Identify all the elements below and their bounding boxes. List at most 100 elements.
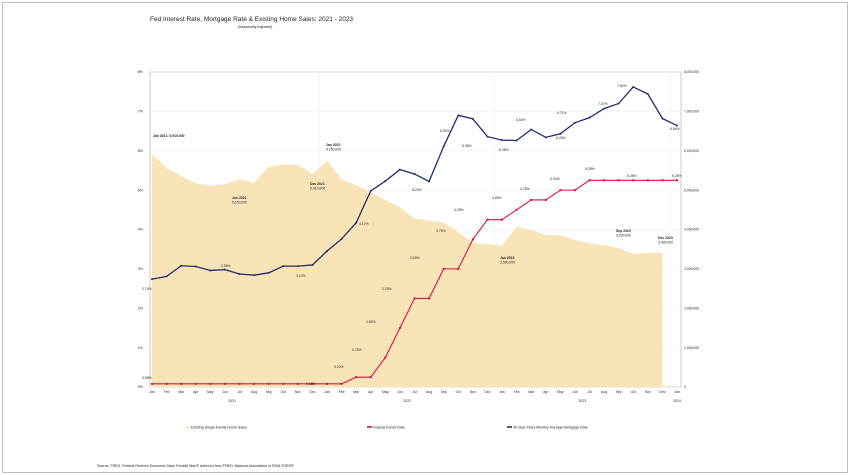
left-tick-label: 4% — [138, 228, 144, 232]
x-tick-label: Feb — [514, 390, 520, 394]
fed-funds-point — [486, 218, 489, 221]
mortgage-rate-point — [165, 275, 168, 278]
x-tick-label: Dec — [659, 390, 665, 394]
fed-funds-label: 5.25% — [585, 167, 595, 171]
x-tick-label: Aug — [426, 390, 432, 394]
right-tick-label: 2,000,000 — [684, 306, 699, 310]
mortgage-rate-point — [559, 132, 562, 135]
mortgage-rate-point — [442, 145, 445, 148]
legend: Existing Single-Family Home Sales Federal… — [185, 425, 588, 429]
home-sales-annotation-label: Dec 2021 — [310, 182, 325, 186]
mortgage-rate-label: 6.36% — [462, 144, 472, 148]
year-label: 2024 — [673, 399, 681, 403]
x-tick-label: Jun — [572, 390, 578, 394]
mortgage-rate-point — [471, 117, 474, 120]
fed-funds-point — [530, 198, 533, 201]
mortgage-rate-point — [428, 180, 431, 183]
left-tick-label: 5% — [138, 188, 144, 192]
mortgage-rate-label: 7.07% — [598, 102, 608, 106]
x-tick-label: Sep — [616, 390, 622, 394]
mortgage-rate-point — [515, 139, 518, 142]
fed-funds-label: 2.25% — [382, 287, 392, 291]
mortgage-rate-point — [151, 278, 153, 281]
fed-funds-label: 1.50% — [366, 320, 376, 324]
year-label: 2023 — [578, 399, 586, 403]
mortgage-rate-point — [588, 116, 591, 119]
fed-funds-point — [223, 382, 226, 385]
home-sales-annotation-value: 3,590,000 — [500, 261, 515, 265]
fed-funds-point — [676, 179, 678, 182]
left-tick-label: 0% — [138, 385, 144, 389]
fed-funds-point — [238, 382, 241, 385]
left-tick-label: 8% — [138, 70, 144, 74]
home-sales-annotation-value: 5,410,000 — [310, 187, 325, 191]
year-label: 2021 — [228, 399, 236, 403]
fed-funds-label: 0.08% — [306, 382, 316, 386]
chart-subtitle: (Seasonally Adjusted) — [238, 25, 273, 29]
x-tick-label: May — [382, 390, 389, 394]
mortgage-rate-label: 6.26% — [499, 148, 509, 152]
year-label: 2022 — [403, 399, 411, 403]
right-tick-label: 1,000,000 — [684, 346, 699, 350]
mortgage-rate-point — [573, 121, 576, 124]
mortgage-rate-point — [457, 114, 460, 117]
x-tick-label: Dec — [484, 390, 490, 394]
legend-label-home-sales: Existing Single-Family Home Sales — [191, 425, 247, 429]
x-tick-label: Jul — [237, 390, 242, 394]
x-tick-label: Feb — [339, 390, 345, 394]
fed-funds-point — [326, 382, 328, 385]
fed-funds-point — [398, 326, 401, 329]
mortgage-rate-point — [676, 124, 678, 127]
fed-funds-point — [355, 376, 358, 379]
fed-funds-point — [632, 179, 635, 182]
x-tick-label: Apr — [368, 390, 374, 394]
x-tick-label: Dec — [309, 390, 315, 394]
x-tick-label: Oct — [456, 390, 461, 394]
home-sales-annotation-label: Jan 2021: 5,910,000 — [153, 134, 185, 138]
legend-label-mortgage-rate: 30-Year Fixed Monthly Average Mortgage R… — [513, 425, 588, 429]
mortgage-rate-label: 6.54% — [516, 118, 526, 122]
mortgage-rate-label: 6.43% — [556, 136, 566, 140]
home-sales-area-path — [152, 154, 663, 387]
mortgage-rate-point — [486, 135, 489, 138]
mortgage-rate-label: 2.98% — [221, 264, 231, 268]
mortgage-rate-point — [544, 136, 547, 139]
x-tick-label: Jan — [149, 390, 155, 394]
fed-funds-point — [369, 376, 372, 379]
fed-funds-point — [559, 189, 562, 192]
fed-funds-label: 5.25% — [627, 174, 637, 178]
x-tick-label: Jul — [587, 390, 592, 394]
x-tick-label: Jun — [222, 390, 228, 394]
source-note: Source: FRED, Federal Reserve Economic D… — [97, 464, 294, 468]
right-tick-label: 3,000,000 — [684, 267, 699, 271]
home-sales-annotation-value: 5,150,000 — [232, 201, 247, 205]
fed-funds-label: 5.00% — [550, 177, 560, 181]
fed-funds-point — [515, 208, 518, 211]
x-tick-label: Jan — [674, 390, 680, 394]
mortgage-rate-point — [253, 274, 256, 277]
x-tick-label: Feb — [164, 390, 170, 394]
mortgage-rate-point — [384, 180, 387, 183]
right-tick-label: 5,000,000 — [684, 188, 699, 192]
home-sales-annotation-value: 3,530,000 — [616, 234, 631, 238]
fed-funds-point — [442, 267, 445, 270]
fed-funds-point — [384, 356, 387, 359]
fed-funds-label: 5.25% — [672, 174, 682, 178]
mortgage-rate-point — [223, 268, 226, 271]
mortgage-rate-point — [603, 107, 606, 110]
left-tick-label: 3% — [138, 267, 144, 271]
fed-funds-point — [253, 382, 256, 385]
mortgage-rate-point — [355, 221, 358, 224]
mortgage-rate-point — [194, 265, 197, 268]
fed-funds-point — [282, 382, 285, 385]
mortgage-rate-label: 7.62% — [617, 84, 627, 88]
fed-funds-point — [151, 382, 153, 385]
mortgage-rate-point — [326, 250, 328, 253]
x-tick-label: Nov — [470, 390, 476, 394]
mortgage-rate-point — [413, 172, 416, 175]
home-sales-annotation-label: Jan 2023 — [500, 256, 514, 260]
x-tick-label: Sep — [441, 390, 447, 394]
series-lines — [151, 85, 678, 385]
